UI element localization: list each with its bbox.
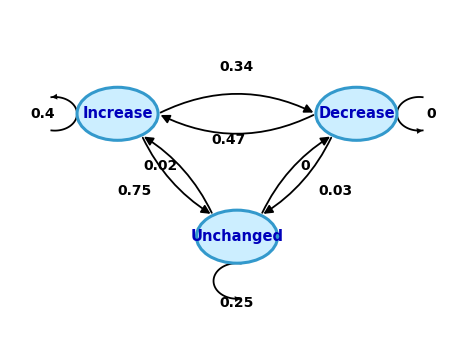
Ellipse shape [77, 87, 158, 140]
Text: 0.02: 0.02 [143, 159, 177, 173]
Text: 0.25: 0.25 [220, 296, 254, 310]
Text: Unchanged: Unchanged [191, 229, 283, 244]
Text: 0.03: 0.03 [318, 184, 352, 198]
Text: 0.4: 0.4 [31, 107, 55, 121]
Text: 0.47: 0.47 [211, 133, 246, 147]
Text: 0: 0 [301, 159, 310, 173]
Text: Decrease: Decrease [318, 106, 395, 121]
Ellipse shape [196, 210, 277, 263]
Text: 0: 0 [426, 107, 436, 121]
Text: 0.75: 0.75 [118, 184, 152, 198]
Ellipse shape [316, 87, 397, 140]
Text: Increase: Increase [82, 106, 153, 121]
Text: 0.34: 0.34 [220, 60, 254, 74]
